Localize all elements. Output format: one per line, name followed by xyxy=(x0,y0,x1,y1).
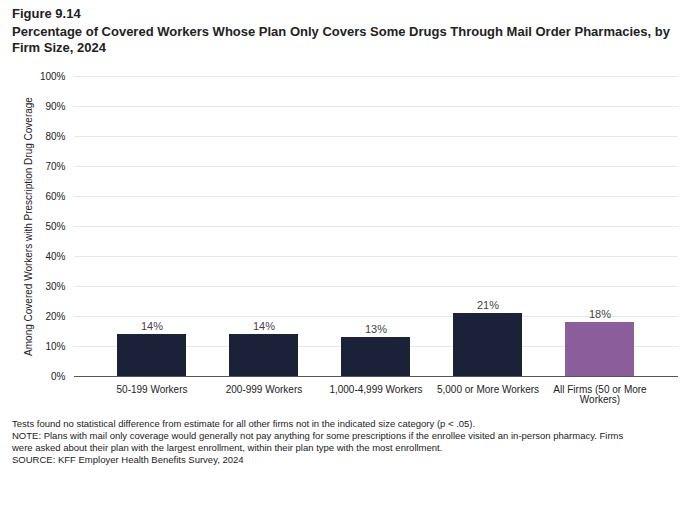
svg-text:10%: 10% xyxy=(45,341,65,352)
svg-text:40%: 40% xyxy=(45,251,65,262)
svg-text:Among Covered Workers with Pre: Among Covered Workers with Prescription … xyxy=(23,97,34,356)
html-text:were asked about their plan wi: were asked about their plan with the lar… xyxy=(12,442,443,453)
svg-text:200-999 Workers: 200-999 Workers xyxy=(226,384,303,395)
svg-text:21%: 21% xyxy=(477,299,499,311)
svg-text:70%: 70% xyxy=(45,161,65,172)
svg-text:80%: 80% xyxy=(45,131,65,142)
svg-text:100%: 100% xyxy=(40,71,66,82)
html-text:Tests found no statistical dif: Tests found no statistical difference fr… xyxy=(12,418,476,429)
svg-text:13%: 13% xyxy=(365,323,387,335)
svg-text:1,000-4,999 Workers: 1,000-4,999 Workers xyxy=(329,384,422,395)
html-text:NOTE: Plans with mail only cov: NOTE: Plans with mail only coverage woul… xyxy=(12,430,624,441)
html-text:SOURCE: KFF Employer Health Be: SOURCE: KFF Employer Health Benefits Sur… xyxy=(12,454,244,465)
svg-text:60%: 60% xyxy=(45,191,65,202)
svg-text:14%: 14% xyxy=(141,320,163,332)
svg-text:50%: 50% xyxy=(45,221,65,232)
svg-text:90%: 90% xyxy=(45,101,65,112)
svg-text:30%: 30% xyxy=(45,281,65,292)
svg-text:All Firms (50 or MoreWorkers): All Firms (50 or MoreWorkers) xyxy=(553,384,647,405)
html-text:Figure 9.14: Figure 9.14 xyxy=(12,6,81,21)
svg-text:20%: 20% xyxy=(45,311,65,322)
svg-text:14%: 14% xyxy=(253,320,275,332)
html-text:Percentage of Covered Workers: Percentage of Covered Workers Whose Plan… xyxy=(12,24,670,55)
svg-text:5,000 or More Workers: 5,000 or More Workers xyxy=(437,384,539,395)
svg-text:18%: 18% xyxy=(589,308,611,320)
svg-text:50-199 Workers: 50-199 Workers xyxy=(117,384,188,395)
svg-text:0%: 0% xyxy=(51,371,66,382)
